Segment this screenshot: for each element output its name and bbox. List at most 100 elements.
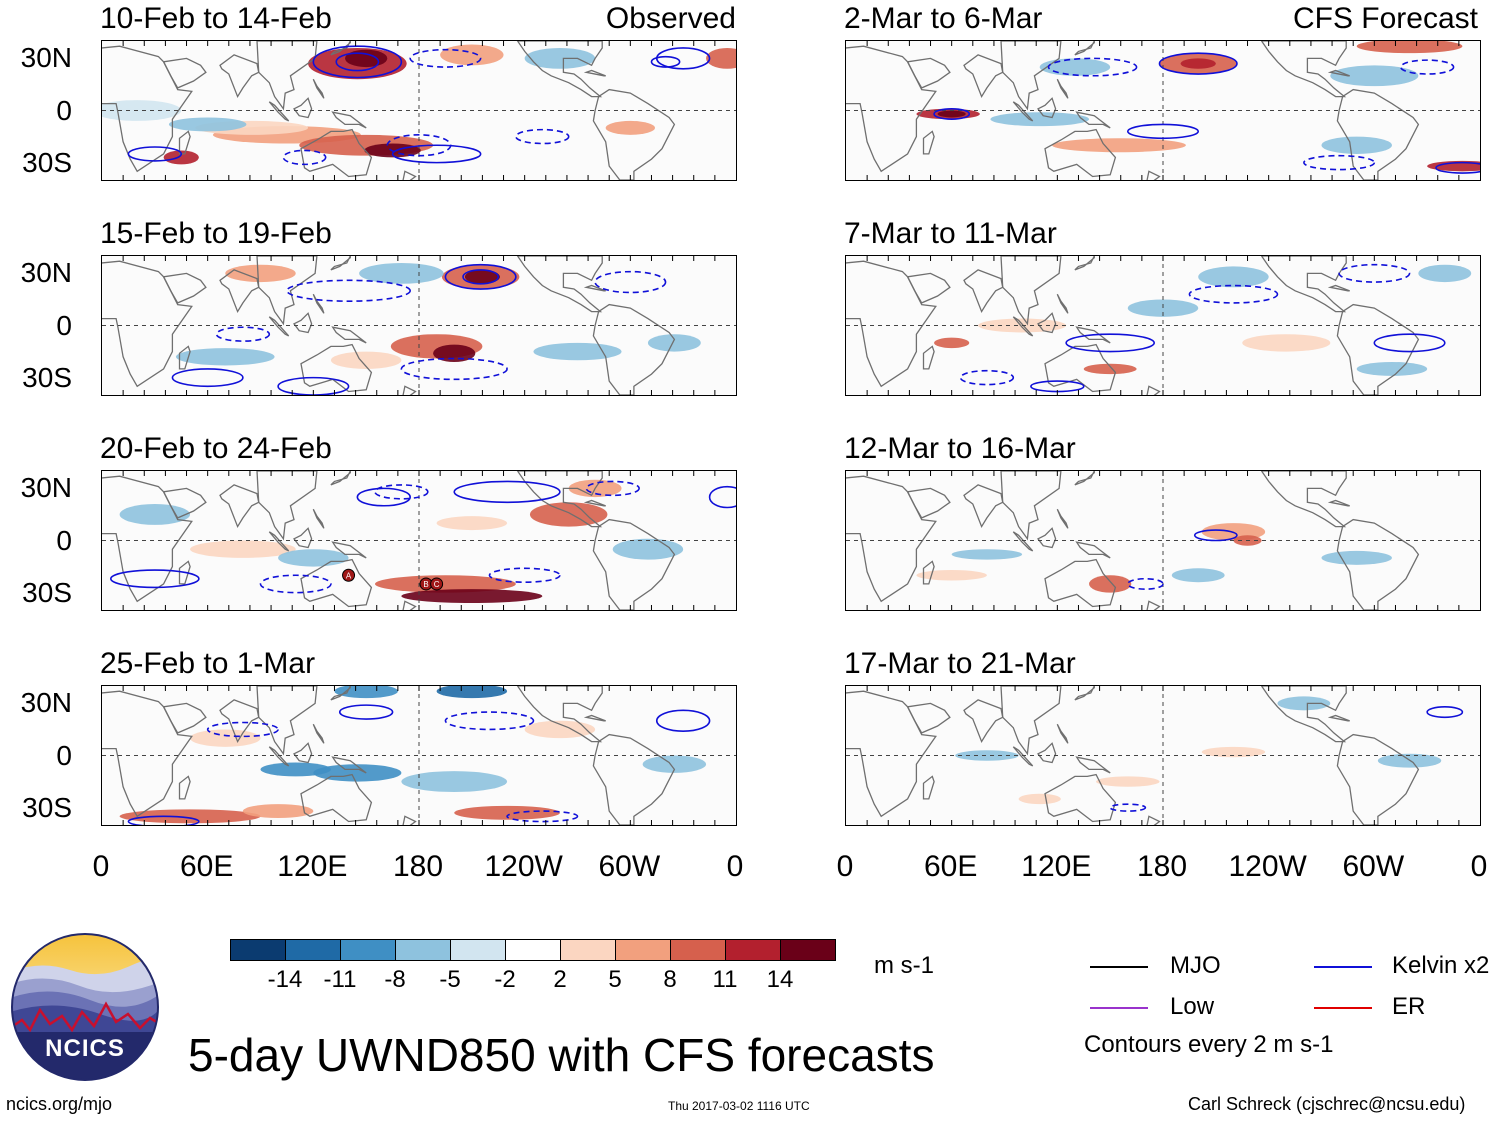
kelvin-contour-positive (1435, 161, 1480, 174)
storm-label: A (346, 571, 352, 580)
colorbar-swatch (285, 939, 341, 961)
coastline (1074, 256, 1095, 271)
coastline (1037, 742, 1057, 764)
kelvin-contour-positive (708, 485, 736, 509)
anomaly-blob (524, 720, 596, 739)
coastline (312, 78, 325, 99)
colorbar-swatch (560, 939, 616, 961)
coastline (178, 775, 191, 800)
map-panel-1 (101, 40, 737, 181)
legend-label-low: Low (1170, 993, 1215, 1020)
coastline (293, 97, 313, 119)
lat-tick-label: 0 (56, 739, 72, 771)
coastline (1056, 723, 1069, 744)
kelvin-contour-negative (286, 279, 411, 302)
colorbar-swatch (725, 939, 781, 961)
coastline (1056, 508, 1069, 529)
coastline (219, 54, 260, 99)
lon-tick-label: 180 (392, 850, 444, 883)
kelvin-contour-negative (1188, 284, 1279, 304)
anomaly-blob (454, 805, 560, 820)
coastline (300, 773, 373, 823)
coastline (256, 471, 318, 541)
lat-tick-label: 0 (56, 524, 72, 556)
coastline (516, 471, 603, 528)
anomaly-blob (1277, 696, 1331, 711)
coastline (256, 256, 318, 326)
kelvin-contour-negative (594, 270, 667, 294)
coastline (102, 475, 193, 603)
coastline (1012, 101, 1034, 122)
footer-author: Carl Schreck (cjschrec@ncsu.edu) (1188, 1094, 1466, 1114)
coastline (268, 316, 290, 337)
kelvin-contour-negative (585, 480, 640, 497)
lat-tick-label: 30S (22, 576, 72, 608)
anomaly-blob (334, 686, 398, 699)
coastline (906, 272, 951, 304)
coastline (1074, 471, 1095, 486)
kelvin-contour-negative (206, 721, 279, 738)
anomaly-blob (440, 44, 504, 66)
anomaly-blob (1356, 41, 1463, 54)
coastline (592, 733, 676, 825)
lon-tick-label: 60E (179, 850, 234, 883)
coastline (330, 256, 351, 271)
panel-title-4: 25-Feb to 1-Mar (100, 647, 316, 680)
contour-note: Contours every 2 m s-1 (1084, 1031, 1334, 1058)
lat-tick-label: 30N (20, 257, 72, 289)
coastline (906, 702, 951, 734)
anomaly-blob (359, 262, 444, 284)
coastline (1000, 256, 1062, 326)
anomaly-blob (524, 47, 596, 69)
kelvin-contour-negative (444, 711, 535, 731)
anomaly-blob (1356, 361, 1428, 376)
coastline (256, 41, 318, 111)
lon-tick-label: 60W (598, 850, 661, 883)
anomaly-blob (1127, 299, 1199, 317)
storm-marker-A: A (342, 568, 356, 582)
map-panel-4 (101, 685, 737, 826)
coastline (331, 756, 367, 774)
coastline (162, 272, 207, 304)
kelvin-contour-positive (453, 480, 561, 504)
anomaly-blob (1089, 575, 1132, 593)
coastline (583, 284, 606, 292)
kelvin-contour-positive (356, 487, 411, 507)
colorbar-tick-label: 5 (608, 966, 622, 993)
kelvin-contour-positive (110, 569, 200, 589)
kelvin-contour-positive (312, 45, 403, 79)
kelvin-contour-positive (1030, 380, 1085, 393)
coastline (178, 130, 191, 155)
coastline (402, 600, 417, 610)
coastline (293, 312, 313, 334)
kelvin-contour-positive (655, 709, 711, 732)
panel-title-3: 20-Feb to 24-Feb (100, 432, 332, 465)
coastline (1336, 518, 1420, 610)
kelvin-contour-negative (400, 357, 508, 381)
anomaly-blob (313, 764, 402, 782)
anomaly-blob (260, 762, 331, 777)
anomaly-blob (1039, 58, 1111, 76)
coastline (1037, 527, 1057, 549)
map-panel-2 (101, 255, 737, 396)
coastline (312, 508, 325, 529)
kelvin-contour-positive (444, 263, 517, 290)
lon-tick-label: 0 (726, 850, 744, 883)
coastline (1000, 686, 1062, 756)
coastline (162, 57, 207, 89)
colorbar-swatch (450, 939, 506, 961)
map-panel-7 (845, 470, 1481, 611)
coastline (1075, 326, 1111, 344)
coastline (162, 702, 207, 734)
coastline (1327, 714, 1350, 722)
panel-title-2: 15-Feb to 19-Feb (100, 217, 332, 250)
colorbar-swatch (340, 939, 396, 961)
coastline (583, 499, 606, 507)
kelvin-contour-negative (1109, 803, 1147, 812)
lon-tick-label: 120W (1228, 850, 1307, 883)
coastline (963, 269, 1004, 314)
coastline (293, 742, 313, 764)
kelvin-contour-negative (1338, 263, 1411, 283)
coastline (1075, 756, 1111, 774)
